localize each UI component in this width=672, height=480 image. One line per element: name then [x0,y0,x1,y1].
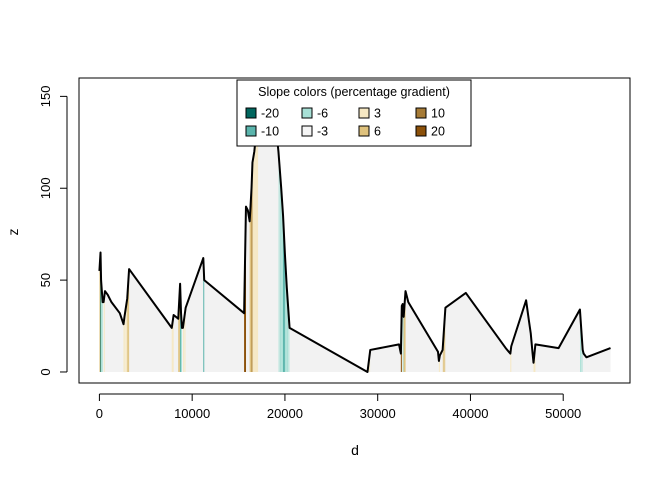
legend-label: -3 [317,125,328,139]
legend: Slope colors (percentage gradient) -20 -1… [236,79,472,147]
x-tick-label: 40000 [452,406,488,421]
legend-label: -20 [261,107,279,121]
y-tick-label: 0 [38,368,53,375]
x-axis: 0 10000 20000 30000 40000 50000 [96,393,581,421]
legend-label: 10 [431,107,445,121]
legend-swatch [301,125,313,137]
x-tick-label: 20000 [267,406,303,421]
legend-label: 20 [431,125,445,139]
legend-label: 6 [374,125,381,139]
legend-swatch [245,107,257,119]
y-tick-label: 100 [38,177,53,199]
legend-label: -6 [317,107,328,121]
legend-swatch [245,125,257,137]
x-axis-title: d [351,442,359,458]
profile-fill [99,96,611,372]
legend-swatch [358,125,370,137]
x-tick-label: 10000 [174,406,210,421]
plot-frame [78,77,631,384]
y-tick-label: 50 [38,273,53,287]
x-tick-label: 30000 [360,406,396,421]
profile-fill-area [99,96,611,372]
x-tick-label: 50000 [545,406,581,421]
legend-label: -10 [261,125,279,139]
y-axis: 0 50 100 150 [38,86,68,376]
y-axis-title: z [5,229,21,236]
legend-box [236,79,472,147]
y-tick-label: 150 [38,86,53,108]
x-tick-label: 0 [96,406,103,421]
legend-swatch [358,107,370,119]
legend-title: Slope colors (percentage gradient) [258,85,450,99]
legend-swatch [415,107,427,119]
legend-swatch [301,107,313,119]
legend-label: 3 [374,107,381,121]
legend-swatch [415,125,427,137]
slope-color-stripes [99,124,583,372]
